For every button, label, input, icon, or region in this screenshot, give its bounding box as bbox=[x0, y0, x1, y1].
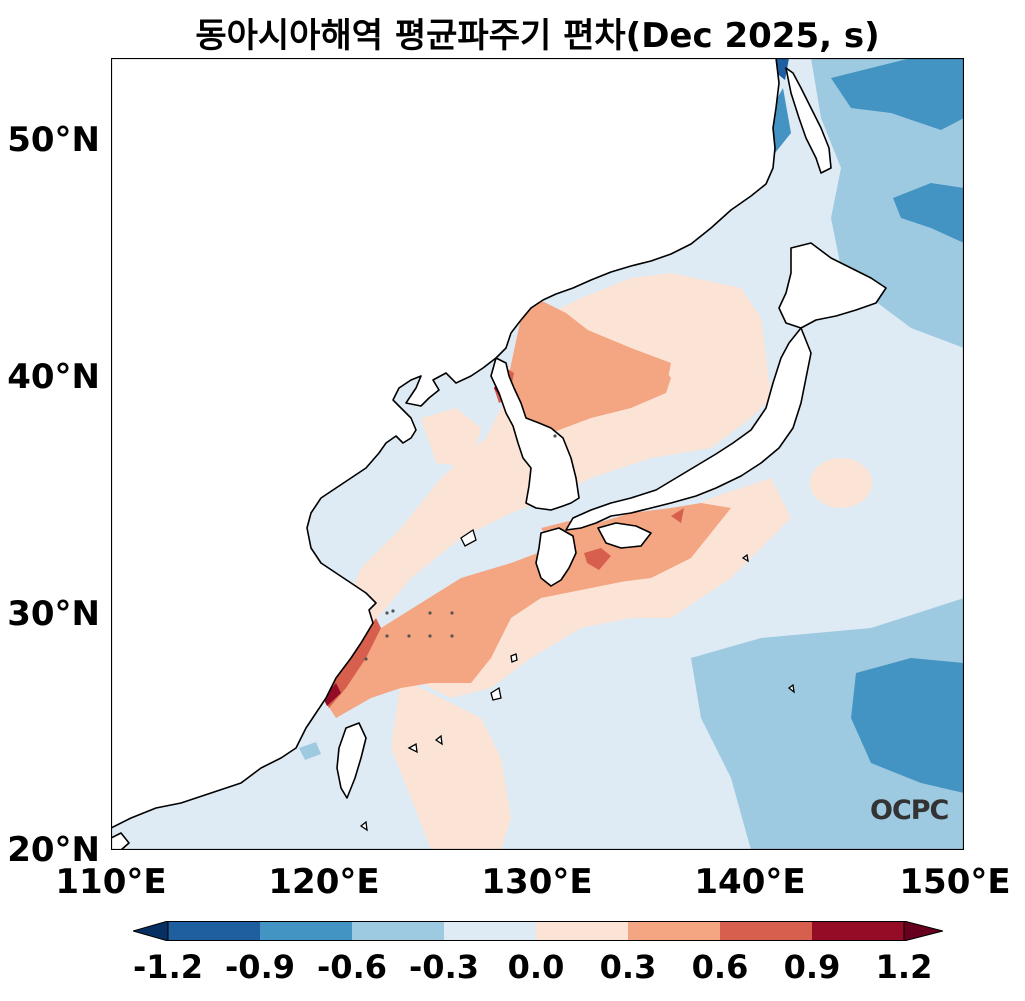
lon-tick-label: 120°E bbox=[268, 862, 380, 902]
lat-tick-label: 30°N bbox=[7, 594, 100, 634]
map-title: 동아시아해역 평균파주기 편차(Dec 2025, s) bbox=[195, 16, 880, 56]
anomaly-area-pale-red-east bbox=[810, 458, 872, 508]
wave-period-anomaly-map bbox=[110, 57, 965, 851]
lat-tick-label: 40°N bbox=[7, 357, 100, 397]
anomaly-area-pale-red-yellow-sea bbox=[421, 408, 481, 468]
colorbar-segment bbox=[260, 921, 352, 941]
lon-tick-label: 150°E bbox=[899, 862, 1011, 902]
landmasses bbox=[110, 57, 887, 851]
colorbar-tick-label: -0.6 bbox=[317, 948, 387, 986]
anomaly-area-mid-red-china-coast bbox=[323, 618, 381, 708]
land-shikoku bbox=[597, 522, 652, 549]
colorbar-tick-label: 0.3 bbox=[599, 948, 657, 986]
colorbar-extend-high bbox=[903, 921, 943, 941]
colorbar-segment bbox=[812, 921, 904, 941]
colorbar-segment bbox=[628, 921, 720, 941]
colorbar-tick-label: 0.0 bbox=[507, 948, 565, 986]
anomaly-area-mid-red-kyushu bbox=[584, 548, 611, 570]
map-panel bbox=[110, 57, 965, 851]
land-korean-peninsula bbox=[490, 357, 580, 511]
colorbar-tick-label: 0.6 bbox=[691, 948, 749, 986]
anomaly-area-mid-blue-east bbox=[893, 183, 964, 243]
lon-tick-label: 140°E bbox=[694, 862, 806, 902]
land-kyushu bbox=[535, 527, 577, 587]
colorbar-tick-label: -0.9 bbox=[225, 948, 295, 986]
colorbar-segment bbox=[352, 921, 444, 941]
colorbar-segment bbox=[444, 921, 536, 941]
ryukyu-islands bbox=[359, 528, 795, 832]
lat-tick-label: 20°N bbox=[7, 830, 100, 870]
colorbar bbox=[133, 921, 943, 941]
colorbar-segment bbox=[168, 921, 260, 941]
land-hokkaido bbox=[778, 242, 887, 329]
land-asia-mainland bbox=[110, 57, 780, 829]
anomaly-area-mid-red-japan-east bbox=[671, 508, 684, 523]
anomaly-area-light-red-east-sea bbox=[523, 303, 671, 438]
anomaly-area-dark-red-china bbox=[323, 683, 341, 706]
colorbar-tick-label: 0.9 bbox=[783, 948, 841, 986]
anomaly-area-mid-blue-se bbox=[851, 658, 964, 793]
anomaly-area-light-blue-sw bbox=[299, 742, 321, 760]
lon-tick-label: 130°E bbox=[481, 862, 593, 902]
small-islands bbox=[364, 434, 557, 661]
land-sakhalin bbox=[785, 67, 832, 174]
lat-tick-label: 50°N bbox=[7, 120, 100, 160]
colorbar-tick-label: -0.3 bbox=[409, 948, 479, 986]
colorbar-segment bbox=[536, 921, 628, 941]
colorbar-frame bbox=[167, 921, 905, 941]
land-taiwan bbox=[336, 722, 367, 799]
colorbar-tick-label: 1.2 bbox=[875, 948, 933, 986]
lon-tick-label: 110°E bbox=[55, 862, 167, 902]
anomaly-area-light-blue-se bbox=[691, 598, 964, 850]
colorbar-tick-label: -1.2 bbox=[133, 948, 203, 986]
anomaly-area-mid-blue-north bbox=[831, 58, 964, 130]
colorbar-extend-low bbox=[133, 921, 169, 941]
anomaly-area-pale-red-tail bbox=[391, 678, 511, 850]
land-honshu bbox=[565, 327, 812, 531]
map-frame bbox=[110, 57, 965, 851]
ocpc-logo: OCPC bbox=[870, 795, 949, 826]
colorbar-segment bbox=[720, 921, 812, 941]
